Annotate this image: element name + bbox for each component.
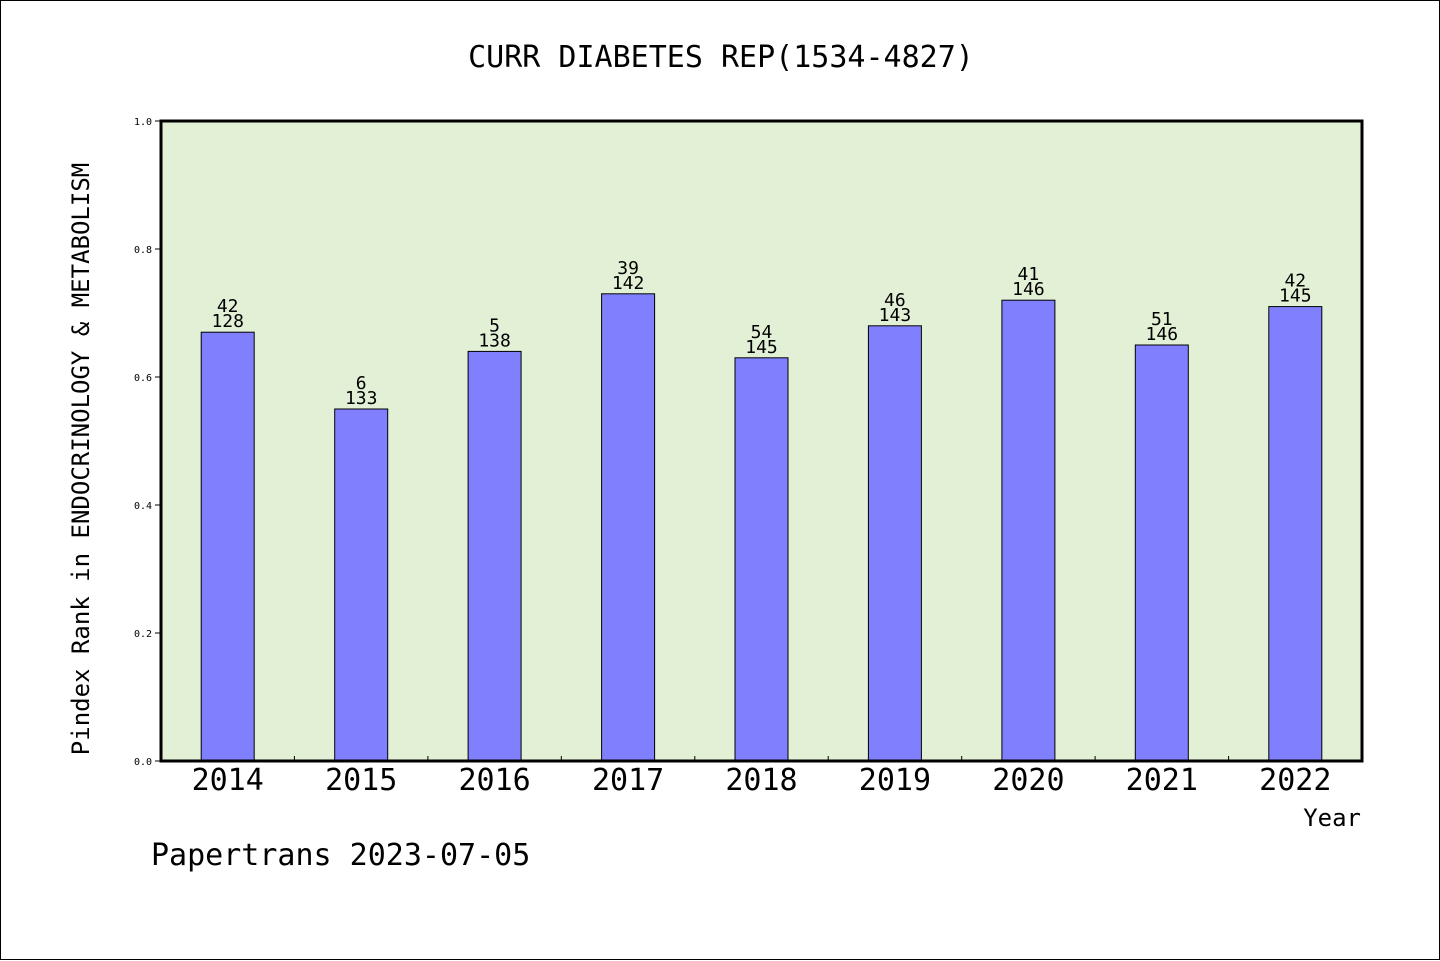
bar-label-top-2016: 5 [489, 315, 500, 336]
x-axis: 2014 2015 2016 2017 2018 2019 2020 2021 2022 [192, 756, 1331, 798]
y-tick-label-0.4: 0.4 [134, 501, 152, 512]
x-tick-label-2020: 2020 [992, 763, 1064, 798]
bar-labels: 4212861335138391425414546143411465114642… [211, 258, 1311, 409]
bar-label-bottom-2016: 138 [478, 330, 511, 351]
footer-text: Papertrans 2023-07-05 [151, 838, 530, 873]
bar-label-bottom-2019: 143 [879, 305, 912, 326]
chart-title: CURR DIABETES REP(1534-4827) [468, 40, 974, 75]
bar-label-bottom-2018: 145 [745, 337, 778, 358]
x-tick-label-2014: 2014 [192, 763, 264, 798]
y-tick-label-0.2: 0.2 [134, 629, 152, 640]
x-tick-label-2021: 2021 [1126, 763, 1198, 798]
y-tick-label-0.8: 0.8 [134, 245, 152, 256]
y-axis: 0.0 0.2 0.4 0.6 0.8 1.0 [134, 117, 161, 768]
x-axis-label: Year [1303, 804, 1361, 832]
x-tick-label-2018: 2018 [725, 763, 797, 798]
bar-2021 [1134, 344, 1189, 762]
bar-2020 [1001, 299, 1056, 762]
bar-label-top-2020: 41 [1018, 264, 1040, 285]
bar-2019 [867, 325, 922, 762]
bar-label-top-2017: 39 [617, 258, 639, 279]
bar-label-top-2019: 46 [884, 290, 906, 311]
bar-2018 [734, 357, 789, 762]
bar-2016 [467, 350, 522, 762]
bar-label-top-2021: 51 [1151, 309, 1173, 330]
y-axis-label: Pindex Rank in ENDOCRINOLOGY & METABOLIS… [67, 163, 95, 755]
y-tick-label-1.0: 1.0 [134, 117, 152, 128]
bar-label-bottom-2015: 133 [345, 388, 378, 409]
bar-label-bottom-2017: 142 [612, 273, 645, 294]
plot-border [159, 119, 1364, 763]
bar-label-bottom-2022: 145 [1279, 286, 1312, 307]
bar-2022 [1268, 306, 1323, 762]
bar-label-top-2018: 54 [751, 322, 773, 343]
bars [200, 293, 1323, 762]
bar-label-bottom-2021: 146 [1146, 324, 1179, 345]
bar-2015 [334, 408, 389, 762]
x-tick-label-2017: 2017 [592, 763, 664, 798]
x-tick-label-2019: 2019 [859, 763, 931, 798]
bar-label-top-2014: 42 [217, 296, 239, 317]
y-tick-label-0.0: 0.0 [134, 757, 152, 768]
bar-2014 [200, 331, 255, 762]
bar-label-top-2015: 6 [356, 373, 367, 394]
bar-2017 [601, 293, 656, 762]
x-tick-label-2022: 2022 [1259, 763, 1331, 798]
x-tick-label-2015: 2015 [325, 763, 397, 798]
bar-label-top-2022: 42 [1284, 271, 1306, 292]
y-tick-label-0.6: 0.6 [134, 373, 152, 384]
x-tick-label-2016: 2016 [458, 763, 530, 798]
bar-label-bottom-2020: 146 [1012, 279, 1045, 300]
bar-label-bottom-2014: 128 [211, 311, 244, 332]
